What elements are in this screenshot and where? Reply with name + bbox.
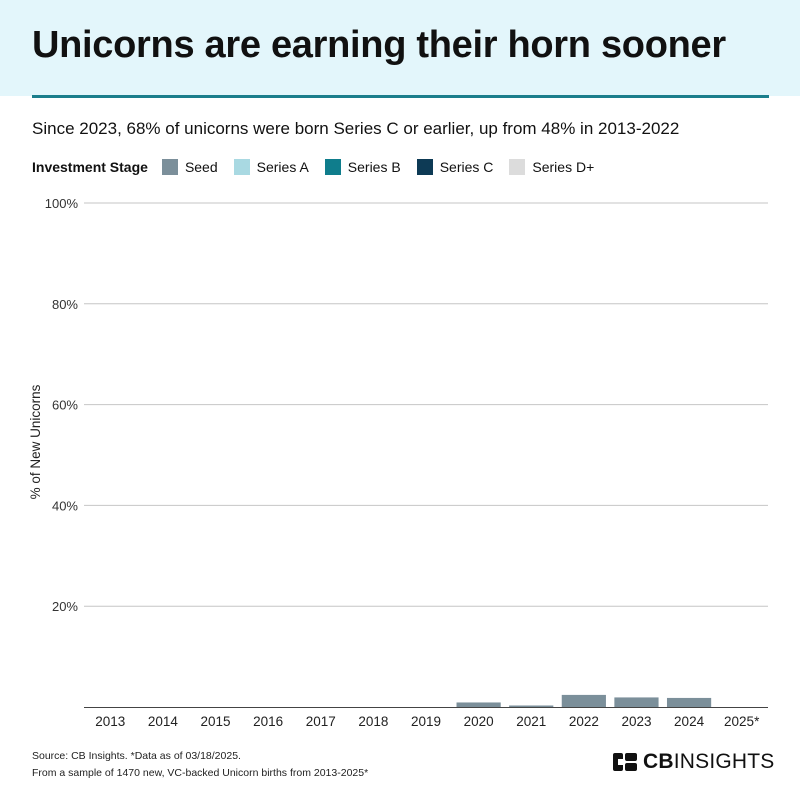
legend-item-seed: Seed — [161, 159, 218, 175]
y-tick-label-80: 80% — [52, 297, 78, 312]
x-tick-labels: 2013 2014 2015 2016 2017 2018 2019 2020 2021 2022… — [95, 714, 760, 729]
y-tick-labels: 20% 40% 60% 80% 100% — [45, 196, 79, 614]
legend-item-series-c: Series C — [416, 159, 494, 175]
x-tick-label-2019: 2019 — [411, 714, 441, 729]
x-tick-label-2016: 2016 — [253, 714, 283, 729]
x-tick-label-2023: 2023 — [621, 714, 651, 729]
bar-seed-2021 — [509, 705, 554, 707]
legend-label-series-c: Series C — [439, 159, 494, 175]
x-tick-label-2015: 2015 — [201, 714, 231, 729]
y-tick-label-20: 20% — [52, 599, 78, 614]
y-tick-label-100: 100% — [45, 196, 79, 211]
x-tick-label-2025: 2025* — [724, 714, 760, 729]
title-band — [0, 0, 800, 96]
chart-subtitle: Since 2023, 68% of unicorns were born Se… — [32, 119, 680, 138]
legend-title: Investment Stage — [32, 159, 148, 175]
legend-swatch-seed — [161, 159, 178, 175]
gridlines — [84, 202, 768, 607]
bars — [456, 694, 712, 707]
x-tick-label-2020: 2020 — [464, 714, 494, 729]
x-tick-label-2024: 2024 — [674, 714, 705, 729]
x-tick-label-2021: 2021 — [516, 714, 546, 729]
y-tick-label-40: 40% — [52, 498, 78, 513]
legend-item-series-a: Series A — [233, 159, 309, 175]
logo-bold-text: CB — [643, 750, 674, 773]
bar-seed-2024 — [666, 697, 712, 707]
logo-light-text: INSIGHTS — [673, 750, 775, 773]
stacked-bar-chart: 20%40%60%80%100% 2013 2014 2015 2016 2017 201… — [28, 196, 768, 729]
legend: Investment Stage Seed Series A Series B … — [32, 157, 610, 177]
bar-seed-2023 — [614, 697, 659, 707]
legend-swatch-series-d-plus — [509, 159, 526, 175]
source-note: Source: CB Insights. *Data as of 03/18/2… — [32, 750, 241, 762]
legend-label-series-a: Series A — [256, 159, 309, 175]
footer: Source: CB Insights. *Data as of 03/18/2… — [32, 748, 368, 782]
cb-logo-mark-icon — [613, 753, 637, 771]
legend-item-series-d-plus: Series D+ — [509, 159, 594, 175]
bar-seed-2020 — [456, 702, 501, 707]
legend-label-series-b: Series B — [347, 159, 401, 175]
logo-wordmark: CBINSIGHTS — [643, 750, 775, 774]
y-tick-label-60: 60% — [52, 398, 78, 413]
chart-title: Unicorns are earning their horn sooner — [32, 24, 726, 66]
legend-swatch-series-a — [233, 159, 250, 175]
y-axis-label: % of New Unicorns — [28, 384, 43, 499]
x-tick-label-2013: 2013 — [95, 714, 125, 729]
legend-item-series-b: Series B — [324, 159, 401, 175]
cb-insights-logo: CBINSIGHTS — [613, 750, 775, 774]
legend-swatch-series-b — [324, 159, 341, 175]
x-tick-label-2014: 2014 — [148, 714, 179, 729]
legend-label-seed: Seed — [184, 159, 218, 175]
x-tick-label-2018: 2018 — [358, 714, 388, 729]
x-tick-label-2022: 2022 — [569, 714, 599, 729]
bar-seed-2022 — [561, 694, 606, 707]
title-divider — [32, 95, 769, 98]
x-tick-label-2017: 2017 — [306, 714, 336, 729]
legend-label-series-d-plus: Series D+ — [532, 159, 595, 175]
legend-swatch-series-c — [416, 159, 433, 175]
sample-note: From a sample of 1470 new, VC-backed Uni… — [32, 767, 369, 779]
